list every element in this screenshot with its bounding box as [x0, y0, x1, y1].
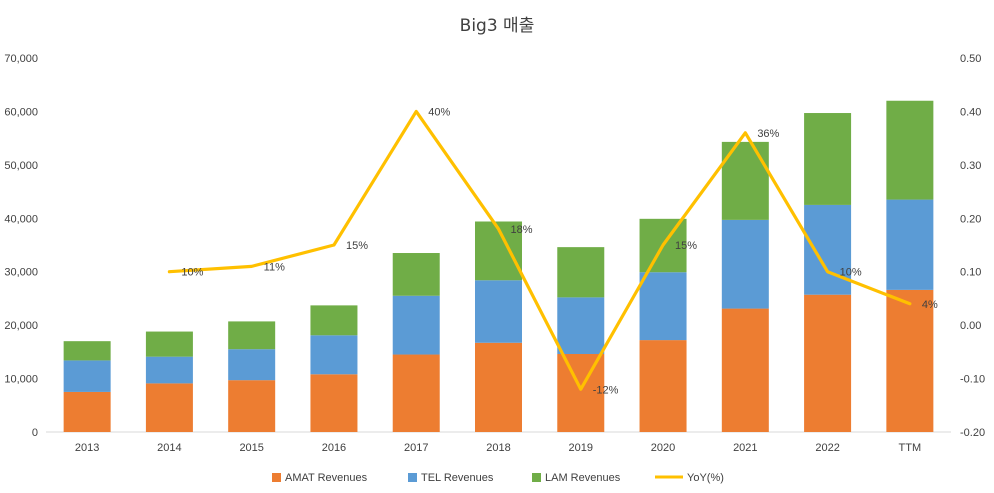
legend-yoy-label: YoY(%) [687, 472, 724, 484]
legend-lam-swatch [532, 473, 541, 482]
x-tick-label: TTM [899, 442, 922, 454]
x-tick-label: 2020 [651, 442, 675, 454]
legend-lam-label: LAM Revenues [545, 472, 621, 484]
yoy-data-label: 10% [181, 267, 203, 279]
bar-lam-revenuesttm [886, 100, 934, 200]
y-right-tick-label: 0.30 [960, 160, 981, 172]
y-right-tick-label: 0.40 [960, 106, 981, 118]
bar-tel-revenues2021 [721, 219, 769, 309]
y-right-tick-label: -0.20 [960, 427, 985, 439]
bar-amat-revenues2015 [228, 380, 276, 432]
data-labels: 10% 11% 15% 40% 18% -12% 15% 36% 10% 4% [181, 106, 938, 396]
bar-amat-revenues2019 [557, 353, 605, 432]
x-tick-label: 2021 [733, 442, 757, 454]
bar-amat-revenues2020 [639, 340, 687, 432]
x-tick-label: 2019 [569, 442, 593, 454]
bar-lam-revenues2022 [804, 113, 852, 205]
y-left-tick-label: 50,000 [4, 160, 38, 172]
bar-tel-revenues2017 [392, 295, 440, 355]
yoy-data-label: 18% [511, 224, 533, 236]
x-tick-label: 2018 [486, 442, 510, 454]
bar-tel-revenues2013 [63, 360, 111, 392]
bar-amat-revenues2022 [804, 294, 852, 432]
x-tick-label: 2016 [322, 442, 346, 454]
bar-tel-revenues2022 [804, 204, 852, 295]
y-right-tick-label: 0.00 [960, 320, 981, 332]
bars [63, 100, 934, 432]
legend-amat-label: AMAT Revenues [285, 472, 368, 484]
bar-tel-revenues2014 [145, 356, 193, 384]
x-tick-label: 2022 [815, 442, 839, 454]
bar-amat-revenues2017 [392, 354, 440, 432]
y-left-tick-label: 0 [32, 427, 38, 439]
y-left-tick-label: 10,000 [4, 374, 38, 386]
bar-amat-revenues2014 [145, 383, 193, 432]
yoy-data-label: 15% [346, 240, 368, 252]
chart-title: Big3 매출 [460, 16, 535, 36]
bar-lam-revenues2017 [392, 253, 440, 296]
yoy-data-label: 11% [264, 261, 285, 273]
x-tick-label: 2017 [404, 442, 428, 454]
y-right-tick-label: 0.20 [960, 213, 981, 225]
yoy-data-label: 4% [922, 299, 938, 311]
bar-lam-revenues2016 [310, 305, 358, 336]
yoy-line [167, 109, 912, 391]
yoy-data-label: 10% [840, 267, 862, 279]
y-left-tick-label: 20,000 [4, 320, 38, 332]
bar-tel-revenues2020 [639, 272, 687, 341]
bar-amat-revenues2016 [310, 374, 358, 432]
bar-lam-revenues2014 [145, 331, 193, 357]
yoy-data-label: 40% [428, 106, 450, 118]
y-left-tick-label: 40,000 [4, 213, 38, 225]
bar-tel-revenuesttm [886, 199, 934, 290]
legend-amat-swatch [272, 473, 281, 482]
y-left-tick-label: 60,000 [4, 106, 38, 118]
yoy-data-label: 36% [757, 128, 779, 140]
bar-amat-revenues2018 [475, 342, 522, 432]
legend: AMAT Revenues TEL Revenues LAM Revenues YoY… [272, 472, 724, 484]
yoy-data-label: 15% [675, 240, 697, 252]
y-left-tick-label: 30,000 [4, 267, 38, 279]
bar-tel-revenues2016 [310, 335, 358, 375]
x-tick-label: 2013 [75, 442, 99, 454]
y-left-tick-label: 70,000 [4, 53, 38, 65]
bar-lam-revenues2013 [63, 341, 111, 361]
y-right-tick-label: -0.10 [960, 374, 985, 386]
axes: 0 10,000 20,000 30,000 40,000 50,000 60,000 70,… [4, 53, 985, 454]
y-right-tick-label: 0.50 [960, 53, 981, 65]
bar-tel-revenues2018 [475, 280, 522, 343]
x-tick-label: 2015 [239, 442, 263, 454]
bar-tel-revenues2015 [228, 349, 276, 381]
bar-lam-revenues2019 [557, 247, 605, 298]
y-right-tick-label: 0.10 [960, 267, 981, 279]
bar-lam-revenues2015 [228, 321, 276, 350]
bar-amat-revenuesttm [886, 289, 934, 432]
yoy-line-path [167, 109, 912, 391]
bar-tel-revenues2019 [557, 297, 605, 354]
legend-tel-label: TEL Revenues [421, 472, 494, 484]
bar-amat-revenues2021 [721, 308, 769, 432]
bar-amat-revenues2013 [63, 391, 111, 432]
x-tick-label: 2014 [157, 442, 181, 454]
yoy-data-label: -12% [593, 384, 619, 396]
legend-tel-swatch [408, 473, 417, 482]
